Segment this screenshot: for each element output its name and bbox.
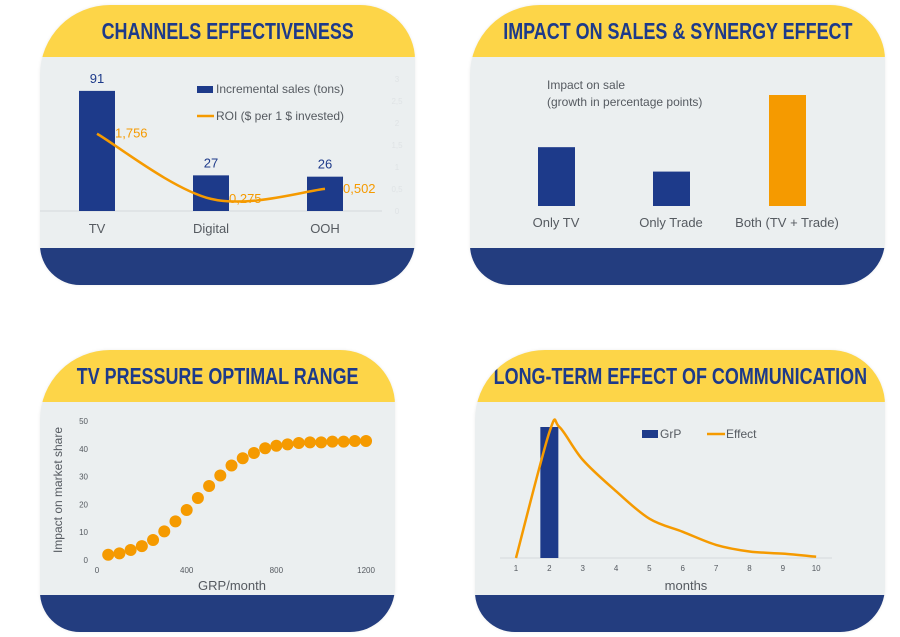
card-footer — [470, 248, 885, 285]
scatter-point — [326, 435, 339, 448]
x-tick-label: 400 — [180, 566, 194, 575]
legend-label: Effect — [726, 427, 757, 441]
x-tick-label: 4 — [614, 564, 619, 573]
card-header: TV PRESSURE OPTIMAL RANGE — [40, 350, 395, 402]
scatter-point — [247, 446, 260, 459]
scatter-point — [135, 540, 148, 553]
x-tick-label: 1200 — [357, 566, 375, 575]
right-axis-tick: 3 — [395, 75, 400, 84]
y-tick-label: 50 — [79, 417, 88, 426]
scatter-point — [281, 438, 294, 451]
bar-data-label: 26 — [318, 157, 332, 172]
scatter-point — [113, 547, 126, 560]
x-tick-label: Only Trade — [639, 215, 703, 230]
y-tick-label: 20 — [79, 500, 88, 509]
x-tick-label: Only TV — [533, 215, 580, 230]
scatter-point — [214, 469, 227, 482]
scatter-point — [315, 436, 328, 449]
x-tick-label: 1 — [514, 564, 519, 573]
x-tick-label: 2 — [547, 564, 552, 573]
x-tick-label: 7 — [714, 564, 719, 573]
line-data-label: 1,756 — [115, 126, 148, 141]
chart-title: IMPACT ON SALES & SYNERGY EFFECT — [502, 17, 853, 44]
card-footer — [40, 248, 415, 285]
card-footer — [40, 595, 395, 632]
scatter-point — [169, 515, 182, 528]
bar — [769, 95, 806, 206]
x-tick-label: 3 — [580, 564, 585, 573]
x-tick-label: 8 — [747, 564, 752, 573]
card-header: LONG-TERM EFFECT OF COMMUNICATION — [475, 350, 885, 402]
card-header: CHANNELS EFFECTIVENESS — [40, 5, 415, 57]
chart-title: CHANNELS EFFECTIVENESS — [101, 17, 354, 44]
y-tick-label: 30 — [79, 473, 88, 482]
scatter-point — [102, 548, 115, 561]
right-axis-tick: 0,5 — [391, 185, 403, 194]
bar-data-label: 27 — [204, 155, 218, 170]
x-tick-label: 6 — [681, 564, 686, 573]
scatter-point — [303, 436, 316, 449]
roi-line — [96, 132, 326, 203]
x-axis-label: months — [665, 578, 708, 593]
bar-tv — [79, 90, 115, 211]
bar-digital — [193, 175, 229, 211]
x-tick-label: Digital — [193, 221, 229, 236]
scatter-point — [292, 436, 305, 449]
scatter-point — [158, 525, 171, 538]
scatter-point — [348, 435, 361, 448]
legend-label: ROI ($ per 1 $ invested) — [216, 109, 344, 123]
line-data-label: 0,502 — [343, 181, 376, 196]
legend-label: Incremental sales (tons) — [216, 82, 344, 96]
x-tick-label: 10 — [812, 564, 821, 573]
annotation-line: Impact on sale — [547, 78, 625, 92]
chart-title: LONG-TERM EFFECT OF COMMUNICATION — [493, 362, 867, 389]
right-axis-tick: 1,5 — [391, 141, 403, 150]
scatter-point — [191, 492, 204, 505]
x-tick-label: Both (TV + Trade) — [735, 215, 839, 230]
card-header: IMPACT ON SALES & SYNERGY EFFECT — [470, 5, 885, 57]
effect-line — [514, 418, 817, 559]
y-tick-label: 40 — [79, 445, 88, 454]
card-tv-pressure: TV PRESSURE OPTIMAL RANGE — [40, 350, 395, 632]
line-data-label: 0,275 — [229, 191, 262, 206]
right-axis-tick: 0 — [395, 207, 400, 216]
right-axis-tick: 2,5 — [391, 97, 403, 106]
bar — [653, 171, 690, 206]
card-footer — [475, 595, 885, 632]
bar — [538, 147, 575, 206]
bar-ooh — [307, 176, 343, 211]
y-tick-label: 0 — [84, 556, 89, 565]
scatter-point — [225, 459, 238, 472]
right-axis-tick: 2 — [395, 119, 400, 128]
legend-bar-swatch — [197, 86, 213, 93]
scatter-point — [180, 503, 193, 516]
grp-bar — [540, 427, 559, 558]
y-axis-label: Impact on market share — [51, 427, 65, 553]
card-impact-on-sales: IMPACT ON SALES & SYNERGY EFFECT — [470, 5, 885, 285]
right-axis-tick: 1 — [395, 163, 400, 172]
scatter-point — [147, 533, 160, 546]
bar-data-label: 91 — [90, 71, 104, 86]
card-channels-effectiveness: CHANNELS EFFECTIVENESS — [40, 5, 415, 285]
y-tick-label: 10 — [79, 528, 88, 537]
scatter-point — [259, 442, 272, 455]
scatter-point — [124, 543, 137, 556]
legend-label: GrP — [660, 427, 681, 441]
scatter-point — [360, 435, 373, 448]
x-tick-label: 0 — [95, 566, 100, 575]
x-tick-label: 5 — [647, 564, 652, 573]
x-tick-label: OOH — [310, 221, 340, 236]
chart-title: TV PRESSURE OPTIMAL RANGE — [76, 362, 359, 389]
x-tick-label: 9 — [781, 564, 786, 573]
scatter-point — [337, 435, 350, 448]
legend-bar-swatch — [642, 430, 658, 438]
scatter-point — [203, 480, 216, 493]
scatter-point — [270, 439, 283, 452]
x-tick-label: TV — [89, 221, 106, 236]
x-tick-label: 800 — [270, 566, 284, 575]
scatter-point — [236, 452, 249, 465]
x-axis-label: GRP/month — [198, 578, 266, 593]
annotation-line: (growth in percentage points) — [547, 95, 702, 109]
